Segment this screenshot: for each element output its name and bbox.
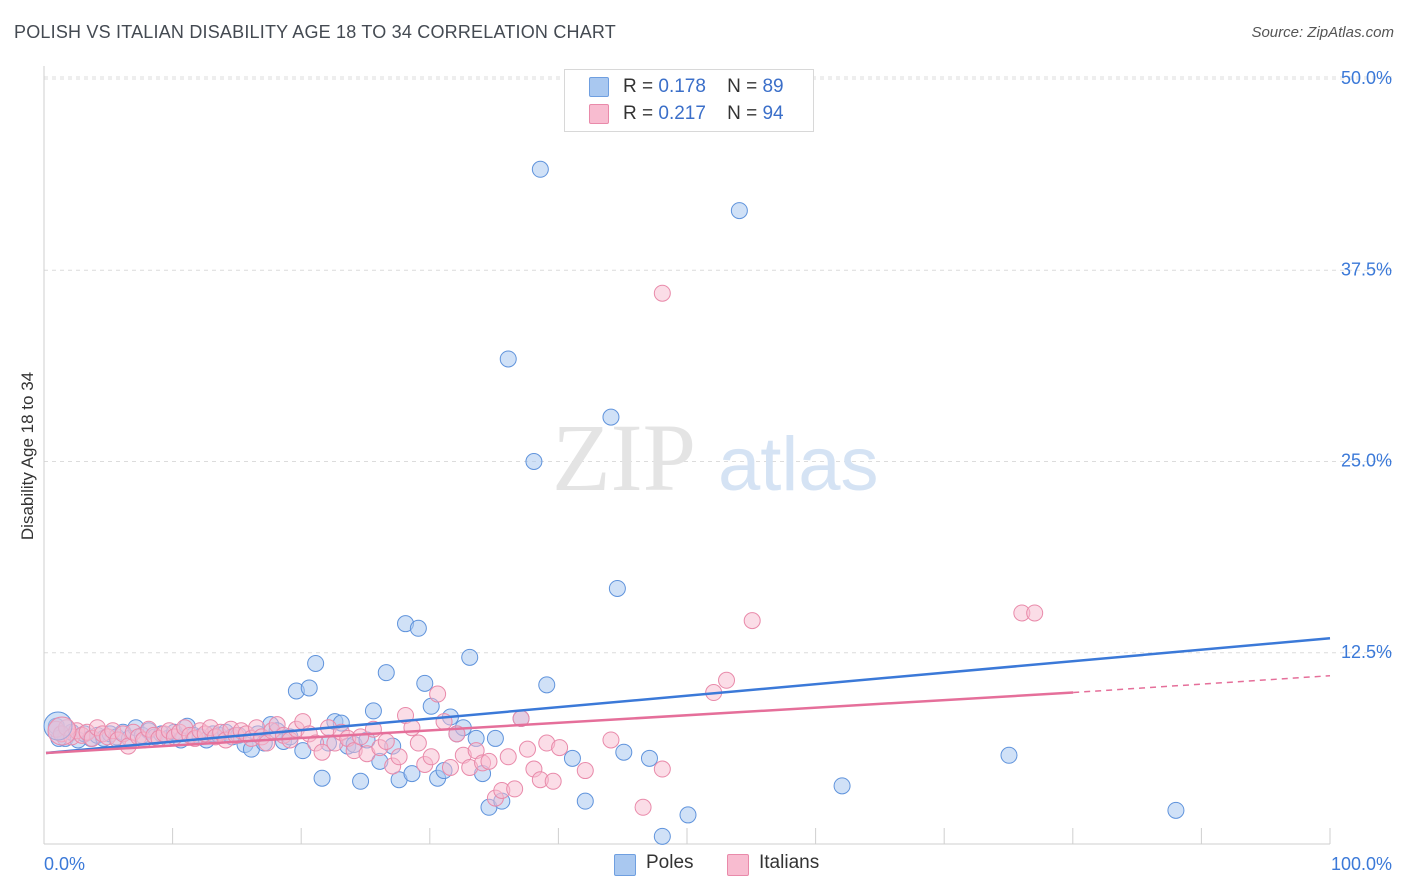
data-point <box>718 671 736 689</box>
legend-text-italians: R = 0.217 N = 94 <box>623 103 784 125</box>
data-point <box>403 765 421 783</box>
data-point <box>653 284 671 302</box>
n-value: 94 <box>762 103 784 124</box>
italians-legend-label: Italians <box>759 852 820 873</box>
data-point <box>294 742 312 760</box>
y-tick-label: 25.0% <box>1341 451 1392 471</box>
legend-text-poles: R = 0.178 N = 89 <box>623 76 784 98</box>
data-point <box>403 719 421 737</box>
correlation-legend: R = 0.178 N = 89 R = 0.217 N = 94 <box>564 69 814 132</box>
poles-legend-swatch <box>614 854 636 876</box>
n-label: N = <box>727 103 758 124</box>
data-point <box>679 806 697 824</box>
data-point <box>538 676 556 694</box>
data-point <box>364 702 382 720</box>
r-label: R = <box>623 76 654 97</box>
data-point <box>615 743 633 761</box>
data-point <box>602 408 620 426</box>
data-point <box>480 752 498 770</box>
italians-trend-line <box>45 691 1074 755</box>
data-point <box>1000 746 1018 764</box>
data-point <box>422 748 440 766</box>
italians-trend-extension <box>1073 674 1331 694</box>
data-point <box>1026 604 1044 622</box>
data-point <box>563 749 581 767</box>
n-value: 89 <box>762 76 784 97</box>
r-value: 0.217 <box>658 103 706 124</box>
data-point <box>602 731 620 749</box>
r-value: 0.178 <box>658 76 706 97</box>
data-point <box>409 734 427 752</box>
x-tick-label: 0.0% <box>44 854 85 874</box>
data-point <box>416 674 434 692</box>
poles-swatch <box>589 77 609 97</box>
data-point <box>634 798 652 816</box>
data-point <box>300 679 318 697</box>
data-point <box>429 685 447 703</box>
data-point <box>653 760 671 778</box>
data-point <box>506 780 524 798</box>
watermark-atlas: atlas <box>718 422 879 507</box>
data-point <box>544 772 562 790</box>
data-point <box>377 732 395 750</box>
italians-swatch <box>589 104 609 124</box>
poles-trend-line <box>45 636 1331 755</box>
x-tick-label: 100.0% <box>1331 854 1392 874</box>
data-point <box>461 648 479 666</box>
n-label: N = <box>727 76 758 97</box>
data-point <box>653 827 671 845</box>
poles-legend-label: Poles <box>646 852 694 873</box>
data-point <box>608 579 626 597</box>
data-point <box>377 664 395 682</box>
data-point <box>640 749 658 767</box>
data-point <box>313 743 331 761</box>
y-tick-label: 37.5% <box>1341 259 1392 279</box>
y-tick-label: 12.5% <box>1341 642 1392 662</box>
data-point <box>47 716 77 746</box>
source-credit: Source: ZipAtlas.com <box>1251 24 1394 41</box>
data-point <box>313 769 331 787</box>
r-label: R = <box>623 103 654 124</box>
watermark-zip: ZIP <box>552 404 696 511</box>
data-point <box>409 619 427 637</box>
data-point <box>531 160 549 178</box>
data-point <box>519 740 536 758</box>
data-point <box>390 748 408 766</box>
data-point <box>833 777 851 795</box>
data-point <box>499 350 517 368</box>
data-point <box>743 612 761 630</box>
data-point <box>486 729 504 747</box>
data-point <box>352 772 370 790</box>
data-point <box>441 759 459 776</box>
data-point <box>307 654 325 672</box>
data-point <box>576 792 594 810</box>
data-point <box>352 728 370 746</box>
data-point <box>730 202 748 220</box>
y-tick-label: 50.0% <box>1341 68 1392 88</box>
data-point <box>551 739 569 757</box>
chart-title: POLISH VS ITALIAN DISABILITY AGE 18 TO 3… <box>14 22 616 42</box>
data-point <box>576 762 594 780</box>
data-point <box>499 748 517 766</box>
data-point <box>525 453 543 470</box>
italians-legend-swatch <box>727 854 749 876</box>
data-point <box>1167 801 1185 819</box>
